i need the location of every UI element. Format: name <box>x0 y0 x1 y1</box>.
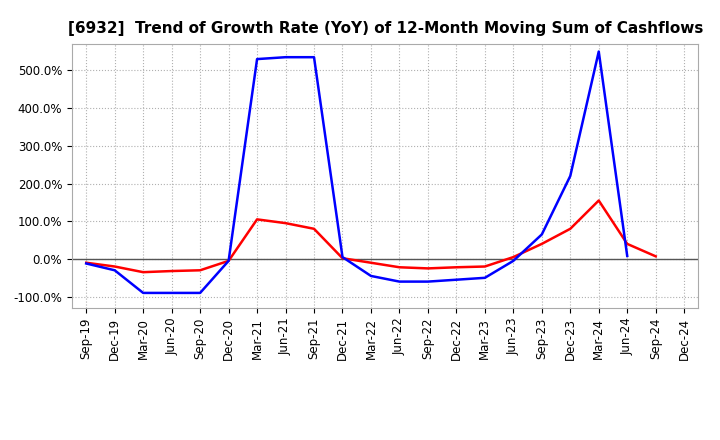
Operating Cashflow <box>282 220 290 226</box>
Operating Cashflow <box>167 268 176 274</box>
Operating Cashflow <box>537 241 546 246</box>
Operating Cashflow <box>366 260 375 265</box>
Operating Cashflow <box>110 264 119 269</box>
Free Cashflow <box>225 258 233 264</box>
Title: [6932]  Trend of Growth Rate (YoY) of 12-Month Moving Sum of Cashflows: [6932] Trend of Growth Rate (YoY) of 12-… <box>68 21 703 36</box>
Line: Operating Cashflow: Operating Cashflow <box>86 201 656 272</box>
Operating Cashflow <box>253 217 261 222</box>
Free Cashflow <box>480 275 489 280</box>
Free Cashflow <box>509 258 518 264</box>
Operating Cashflow <box>509 254 518 260</box>
Free Cashflow <box>366 273 375 279</box>
Free Cashflow <box>423 279 432 284</box>
Free Cashflow <box>537 232 546 237</box>
Free Cashflow <box>139 290 148 296</box>
Free Cashflow <box>167 290 176 296</box>
Free Cashflow <box>282 55 290 60</box>
Operating Cashflow <box>82 260 91 265</box>
Free Cashflow <box>110 268 119 273</box>
Operating Cashflow <box>595 198 603 203</box>
Operating Cashflow <box>310 226 318 231</box>
Free Cashflow <box>566 173 575 179</box>
Operating Cashflow <box>225 258 233 264</box>
Free Cashflow <box>623 253 631 259</box>
Operating Cashflow <box>623 241 631 246</box>
Free Cashflow <box>82 261 91 266</box>
Free Cashflow <box>338 254 347 260</box>
Operating Cashflow <box>652 254 660 259</box>
Operating Cashflow <box>395 264 404 270</box>
Line: Free Cashflow: Free Cashflow <box>86 51 627 293</box>
Operating Cashflow <box>452 264 461 270</box>
Operating Cashflow <box>423 266 432 271</box>
Operating Cashflow <box>566 226 575 231</box>
Operating Cashflow <box>480 264 489 269</box>
Free Cashflow <box>595 49 603 54</box>
Operating Cashflow <box>139 270 148 275</box>
Operating Cashflow <box>196 268 204 273</box>
Free Cashflow <box>196 290 204 296</box>
Free Cashflow <box>253 56 261 62</box>
Free Cashflow <box>452 277 461 282</box>
Free Cashflow <box>395 279 404 284</box>
Free Cashflow <box>310 55 318 60</box>
Operating Cashflow <box>338 256 347 261</box>
